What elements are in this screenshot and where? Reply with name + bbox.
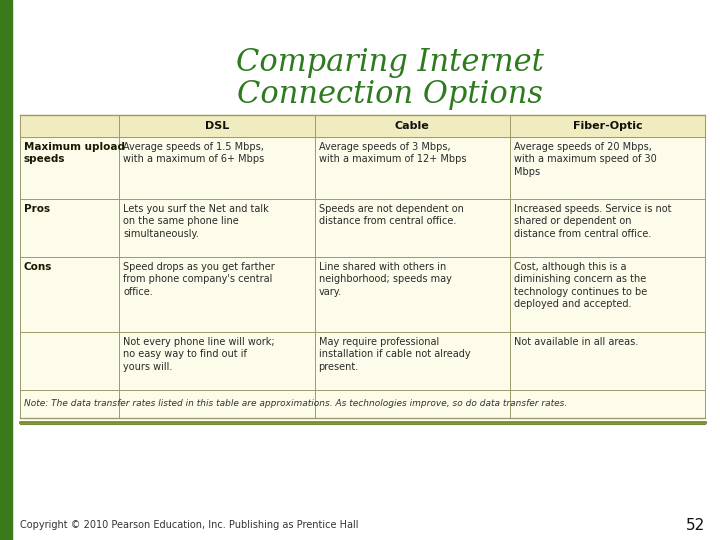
Text: Copyright © 2010 Pearson Education, Inc. Publishing as Prentice Hall: Copyright © 2010 Pearson Education, Inc.… [20,520,359,530]
Text: Speeds are not dependent on
distance from central office.: Speeds are not dependent on distance fro… [318,204,464,226]
Text: 52: 52 [685,517,705,532]
Text: Average speeds of 20 Mbps,
with a maximum speed of 30
Mbps: Average speeds of 20 Mbps, with a maximu… [514,142,657,177]
Text: Connection Options: Connection Options [237,79,543,111]
Text: Line shared with others in
neighborhood; speeds may
vary.: Line shared with others in neighborhood;… [318,262,451,297]
Text: Average speeds of 3 Mbps,
with a maximum of 12+ Mbps: Average speeds of 3 Mbps, with a maximum… [318,142,466,164]
Text: Not every phone line will work;
no easy way to find out if
yours will.: Not every phone line will work; no easy … [123,337,275,372]
Text: Maximum upload
speeds: Maximum upload speeds [24,142,125,164]
Text: Cons: Cons [24,262,53,272]
Text: Cost, although this is a
diminishing concern as the
technology continues to be
d: Cost, although this is a diminishing con… [514,262,647,309]
Text: Note: The data transfer rates listed in this table are approximations. As techno: Note: The data transfer rates listed in … [24,400,567,408]
Text: Increased speeds. Service is not
shared or dependent on
distance from central of: Increased speeds. Service is not shared … [514,204,671,239]
Text: Speed drops as you get farther
from phone company's central
office.: Speed drops as you get farther from phon… [123,262,275,297]
Text: May require professional
installation if cable not already
present.: May require professional installation if… [318,337,470,372]
Bar [0,0,12,540]
Bar [20,115,705,418]
Bar [20,115,705,137]
Text: Fiber-Optic: Fiber-Optic [572,121,642,131]
Text: Cable: Cable [395,121,430,131]
Text: Not available in all areas.: Not available in all areas. [514,337,638,347]
Text: Comparing Internet: Comparing Internet [236,46,544,78]
Text: Average speeds of 1.5 Mbps,
with a maximum of 6+ Mbps: Average speeds of 1.5 Mbps, with a maxim… [123,142,264,164]
Text: Pros: Pros [24,204,50,214]
Text: DSL: DSL [204,121,229,131]
Text: Lets you surf the Net and talk
on the same phone line
simultaneously.: Lets you surf the Net and talk on the sa… [123,204,269,239]
